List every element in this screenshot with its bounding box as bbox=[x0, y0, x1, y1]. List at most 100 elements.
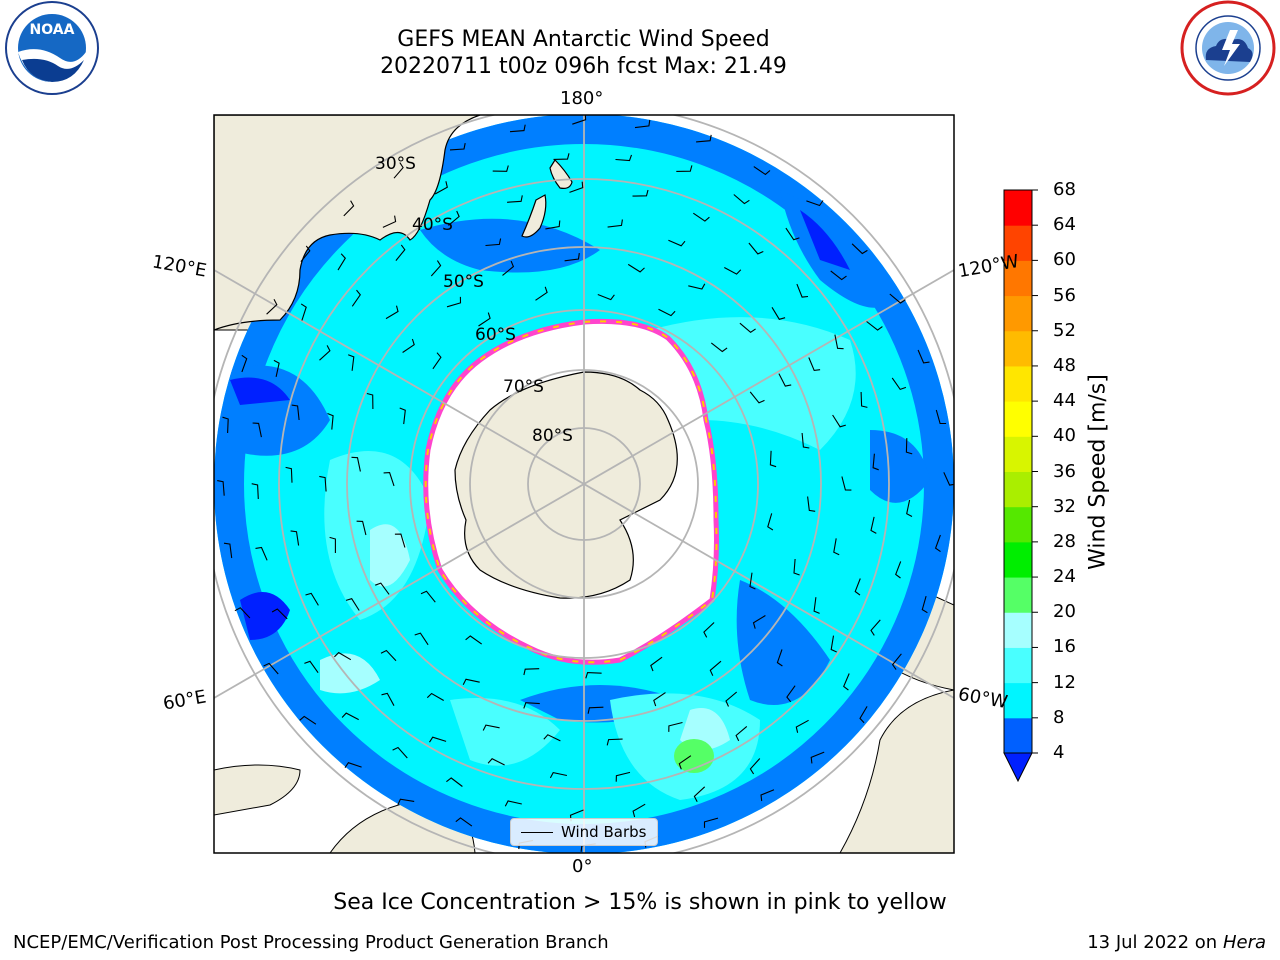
lat-label-80s: 80°S bbox=[532, 426, 573, 446]
wind-barb bbox=[465, 635, 483, 645]
wind-barb bbox=[650, 656, 663, 672]
wind-barb bbox=[917, 349, 930, 364]
wind-barb bbox=[872, 453, 879, 471]
wind-barb bbox=[504, 800, 522, 807]
map-panel: 30°S 40°S 50°S 60°S 70°S 80°S bbox=[214, 115, 954, 853]
wind-barb bbox=[223, 542, 233, 559]
wind-barb bbox=[688, 283, 706, 290]
colorbar-tick-label: 20 bbox=[1053, 601, 1076, 623]
footer-credit: NCEP/EMC/Verification Post Processing Pr… bbox=[13, 932, 609, 953]
wind-barb bbox=[509, 124, 526, 133]
colorbar-tick-label: 60 bbox=[1053, 249, 1076, 271]
wind-barb bbox=[304, 660, 319, 674]
colorbar-band bbox=[1004, 365, 1032, 402]
lat-label-40s: 40°S bbox=[412, 215, 453, 235]
wind-barb bbox=[395, 244, 406, 261]
wind-barb bbox=[385, 305, 399, 320]
wind-barb bbox=[801, 432, 810, 449]
wind-barb bbox=[414, 632, 429, 646]
wind-barb bbox=[329, 536, 336, 553]
wind-barb bbox=[632, 189, 649, 197]
wind-barb bbox=[290, 530, 300, 546]
colorbar-tick-label: 32 bbox=[1053, 495, 1076, 517]
colorbar-band bbox=[1004, 682, 1032, 719]
colorbar-under-arrow bbox=[1003, 752, 1033, 783]
wind-barb bbox=[808, 357, 821, 371]
wind-barb bbox=[366, 392, 374, 410]
wind-barb bbox=[545, 220, 561, 230]
colorbar-band bbox=[1004, 506, 1032, 543]
wind-barbs-legend: Wind Barbs bbox=[510, 818, 658, 846]
lat-label-30s: 30°S bbox=[375, 154, 416, 174]
colorbar-tick-label: 68 bbox=[1053, 179, 1076, 200]
wind-barb bbox=[607, 219, 623, 228]
colorbar-tick-label: 28 bbox=[1053, 530, 1076, 552]
colorbar-tick-label: 16 bbox=[1053, 636, 1076, 658]
wind-barb bbox=[381, 692, 395, 706]
colorbar-band bbox=[1004, 612, 1032, 648]
wind-barb bbox=[806, 200, 824, 207]
wind-barb bbox=[891, 653, 902, 670]
wind-barb bbox=[343, 200, 355, 217]
wind-barb bbox=[859, 706, 868, 724]
colorbar bbox=[1003, 189, 1038, 783]
legend-line bbox=[521, 832, 553, 833]
wind-barb bbox=[753, 166, 771, 176]
wind-barb bbox=[778, 373, 792, 387]
wind-barb bbox=[796, 283, 809, 298]
wind-barb bbox=[749, 391, 765, 404]
colorbar-tick-label: 48 bbox=[1053, 354, 1076, 376]
wind-barb bbox=[344, 762, 362, 769]
wind-barb bbox=[668, 721, 683, 732]
wind-barb bbox=[455, 817, 473, 827]
wind-barb bbox=[523, 668, 540, 676]
wind-barb bbox=[251, 483, 259, 500]
wind-barb bbox=[709, 660, 722, 676]
wind-barb bbox=[291, 404, 300, 421]
wind-barb bbox=[299, 715, 317, 725]
wind-barb bbox=[255, 546, 268, 561]
sea-ice-note: Sea Ice Concentration > 15% is shown in … bbox=[333, 890, 947, 915]
wind-barb bbox=[341, 712, 359, 721]
wind-barb bbox=[733, 194, 750, 205]
colorbar-label: Wind Speed [m/s] bbox=[1085, 374, 1111, 570]
wind-barb bbox=[735, 725, 748, 742]
wind-barb bbox=[234, 607, 251, 619]
meridian-60e-120w bbox=[214, 269, 954, 699]
wind-barb bbox=[615, 771, 631, 782]
wind-barb bbox=[597, 293, 615, 301]
wind-barb bbox=[420, 590, 436, 603]
wind-barb bbox=[703, 817, 719, 828]
wind-barb bbox=[832, 414, 846, 428]
wind-barb bbox=[345, 598, 360, 611]
wind-barb bbox=[487, 758, 505, 766]
wind-barb bbox=[446, 296, 462, 308]
wind-barb bbox=[749, 572, 756, 590]
wind-barb bbox=[739, 322, 756, 333]
wind-barb bbox=[710, 342, 728, 353]
wind-barb bbox=[771, 307, 786, 320]
wind-barb bbox=[813, 597, 820, 614]
wind-barb bbox=[678, 755, 692, 770]
wind-barb bbox=[634, 119, 651, 129]
wind-barb bbox=[263, 662, 279, 675]
wind-barb bbox=[676, 165, 693, 172]
wind-barb bbox=[252, 422, 262, 438]
wind-barb bbox=[434, 181, 448, 195]
wind-barb bbox=[432, 352, 442, 370]
wind-barb bbox=[402, 338, 415, 353]
wind-barb bbox=[319, 345, 331, 361]
wind-barb bbox=[793, 558, 800, 576]
colorbar-band bbox=[1004, 471, 1032, 508]
wind-barb bbox=[725, 691, 738, 707]
wind-barb bbox=[482, 724, 500, 731]
wind-barb bbox=[795, 719, 809, 733]
wind-barb bbox=[767, 513, 774, 531]
wind-barb bbox=[891, 377, 907, 391]
wind-barb bbox=[300, 303, 307, 321]
lon-label-180: 180° bbox=[560, 88, 604, 109]
wind-barb bbox=[668, 239, 686, 247]
noaa-logo-text: NOAA bbox=[30, 22, 75, 38]
wind-barb bbox=[394, 533, 406, 548]
wind-barb bbox=[429, 736, 447, 743]
